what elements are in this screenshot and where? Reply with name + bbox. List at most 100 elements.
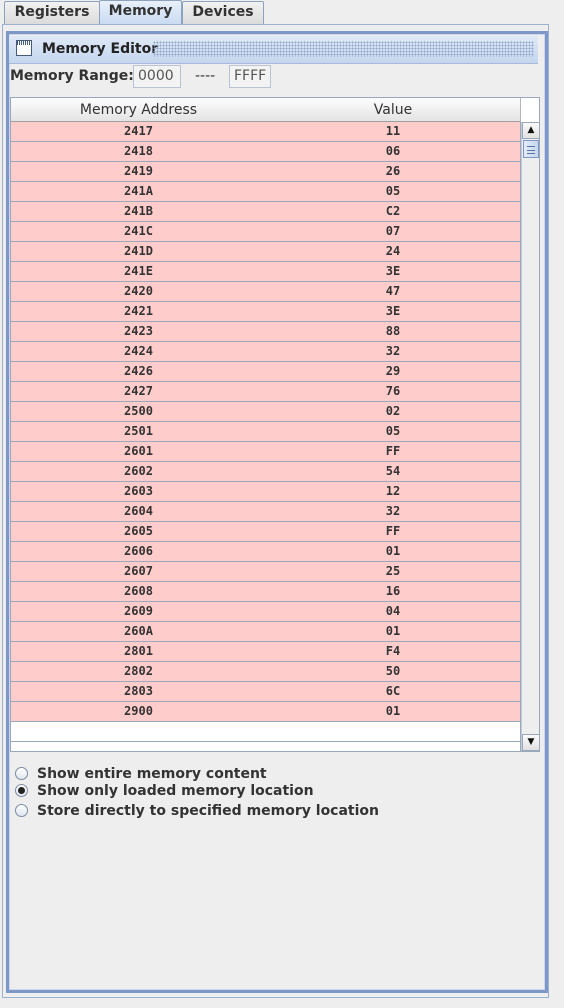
table-row[interactable]: 2418 06 <box>11 142 521 162</box>
value-cell[interactable]: 01 <box>266 702 521 722</box>
option-show-loaded-memory[interactable]: Show only loaded memory location <box>15 782 314 799</box>
tab-registers[interactable]: Registers <box>4 1 100 24</box>
address-cell[interactable]: 241C <box>11 222 267 242</box>
address-cell[interactable]: 2501 <box>11 422 267 442</box>
table-row[interactable]: 2424 32 <box>11 342 521 362</box>
value-cell[interactable]: 50 <box>266 662 521 682</box>
address-cell[interactable]: 2609 <box>11 602 267 622</box>
value-cell[interactable]: 01 <box>266 622 521 642</box>
address-cell[interactable]: 2602 <box>11 462 267 482</box>
table-row[interactable]: 2606 01 <box>11 542 521 562</box>
value-cell[interactable]: 01 <box>266 542 521 562</box>
table-row[interactable]: 2605 FF <box>11 522 521 542</box>
address-cell[interactable]: 2419 <box>11 162 267 182</box>
value-cell[interactable]: 3E <box>266 302 521 322</box>
address-cell[interactable]: 2426 <box>11 362 267 382</box>
address-cell[interactable]: 2420 <box>11 282 267 302</box>
value-cell[interactable]: FF <box>266 442 521 462</box>
value-cell[interactable]: 32 <box>266 502 521 522</box>
value-cell[interactable]: FF <box>266 522 521 542</box>
option-show-entire-memory[interactable]: Show entire memory content <box>15 765 267 782</box>
address-cell[interactable]: 2418 <box>11 142 267 162</box>
table-row[interactable]: 2417 11 <box>11 122 521 142</box>
table-row[interactable]: 2801 F4 <box>11 642 521 662</box>
scroll-down-button[interactable]: ▼ <box>522 734 539 751</box>
value-cell[interactable]: C2 <box>266 202 521 222</box>
column-header-address[interactable]: Memory Address <box>11 98 267 122</box>
scroll-thumb[interactable] <box>523 140 539 158</box>
table-row[interactable]: 2419 26 <box>11 162 521 182</box>
address-cell[interactable] <box>11 742 267 751</box>
table-row[interactable]: 260A 01 <box>11 622 521 642</box>
table-row[interactable]: 2423 88 <box>11 322 521 342</box>
value-cell[interactable]: 76 <box>266 382 521 402</box>
table-row[interactable]: 2608 16 <box>11 582 521 602</box>
address-cell[interactable]: 2900 <box>11 702 267 722</box>
range-end-field[interactable]: FFFF <box>229 65 271 88</box>
table-row-empty[interactable] <box>11 722 521 742</box>
table-row[interactable]: 241E 3E <box>11 262 521 282</box>
address-cell[interactable]: 2604 <box>11 502 267 522</box>
address-cell[interactable]: 2500 <box>11 402 267 422</box>
value-cell[interactable]: 04 <box>266 602 521 622</box>
value-cell[interactable]: 3E <box>266 262 521 282</box>
memory-editor-titlebar[interactable]: Memory Editor <box>9 36 538 64</box>
table-row[interactable]: 241A 05 <box>11 182 521 202</box>
value-cell[interactable]: 11 <box>266 122 521 142</box>
value-cell[interactable]: 6C <box>266 682 521 702</box>
table-row[interactable]: 2603 12 <box>11 482 521 502</box>
tab-devices[interactable]: Devices <box>182 1 264 24</box>
value-cell[interactable]: F4 <box>266 642 521 662</box>
table-row[interactable]: 2607 25 <box>11 562 521 582</box>
table-row[interactable]: 2426 29 <box>11 362 521 382</box>
radio-show-entire-memory[interactable] <box>15 767 28 780</box>
scroll-up-button[interactable]: ▲ <box>522 122 539 139</box>
table-row[interactable]: 2501 05 <box>11 422 521 442</box>
option-store-directly[interactable]: Store directly to specified memory locat… <box>15 802 379 819</box>
table-row-empty[interactable] <box>11 742 521 751</box>
table-row[interactable]: 2427 76 <box>11 382 521 402</box>
address-cell[interactable]: 2607 <box>11 562 267 582</box>
table-row[interactable]: 241D 24 <box>11 242 521 262</box>
address-cell[interactable]: 2608 <box>11 582 267 602</box>
value-cell[interactable]: 47 <box>266 282 521 302</box>
column-header-value[interactable]: Value <box>266 98 521 122</box>
address-cell[interactable]: 241B <box>11 202 267 222</box>
address-cell[interactable]: 241D <box>11 242 267 262</box>
address-cell[interactable]: 241A <box>11 182 267 202</box>
value-cell[interactable]: 05 <box>266 182 521 202</box>
value-cell[interactable] <box>266 742 521 751</box>
address-cell[interactable]: 260A <box>11 622 267 642</box>
radio-store-directly[interactable] <box>15 804 28 817</box>
address-cell[interactable]: 2605 <box>11 522 267 542</box>
tab-memory[interactable]: Memory <box>99 0 182 25</box>
value-cell[interactable]: 32 <box>266 342 521 362</box>
radio-show-loaded-memory[interactable] <box>15 784 28 797</box>
address-cell[interactable]: 2421 <box>11 302 267 322</box>
address-cell[interactable]: 2606 <box>11 542 267 562</box>
value-cell[interactable]: 25 <box>266 562 521 582</box>
value-cell[interactable]: 05 <box>266 422 521 442</box>
table-row[interactable]: 2803 6C <box>11 682 521 702</box>
value-cell[interactable]: 29 <box>266 362 521 382</box>
address-cell[interactable]: 2603 <box>11 482 267 502</box>
value-cell[interactable]: 02 <box>266 402 521 422</box>
value-cell[interactable]: 06 <box>266 142 521 162</box>
value-cell[interactable]: 24 <box>266 242 521 262</box>
address-cell[interactable]: 2802 <box>11 662 267 682</box>
value-cell[interactable]: 88 <box>266 322 521 342</box>
address-cell[interactable] <box>11 722 267 742</box>
vertical-scrollbar[interactable]: ▲ ▼ <box>521 122 539 751</box>
table-row[interactable]: 2421 3E <box>11 302 521 322</box>
address-cell[interactable]: 2424 <box>11 342 267 362</box>
range-start-field[interactable]: 0000 <box>133 65 181 88</box>
table-row[interactable]: 241C 07 <box>11 222 521 242</box>
value-cell[interactable] <box>266 722 521 742</box>
value-cell[interactable]: 16 <box>266 582 521 602</box>
value-cell[interactable]: 12 <box>266 482 521 502</box>
table-row[interactable]: 2604 32 <box>11 502 521 522</box>
table-row[interactable]: 2609 04 <box>11 602 521 622</box>
table-row[interactable]: 241B C2 <box>11 202 521 222</box>
address-cell[interactable]: 2601 <box>11 442 267 462</box>
value-cell[interactable]: 07 <box>266 222 521 242</box>
